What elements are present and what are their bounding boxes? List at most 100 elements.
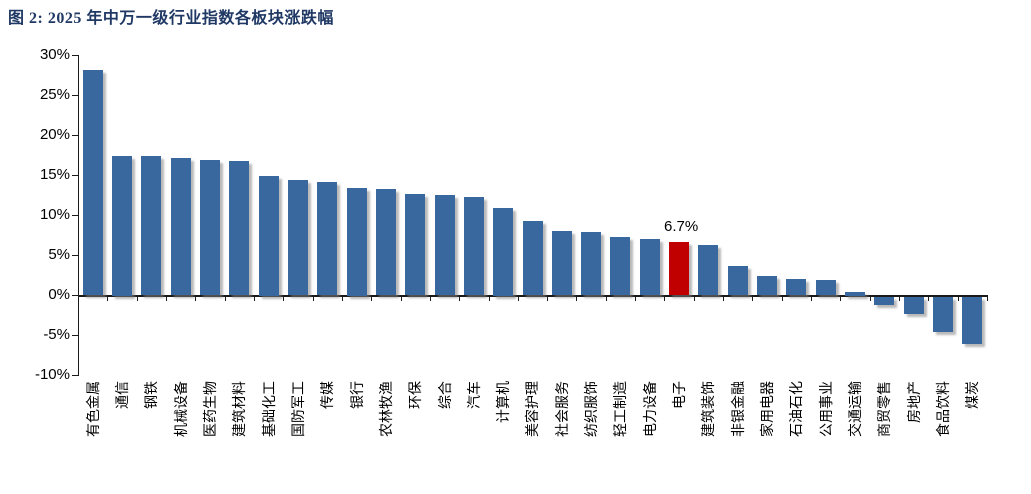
category-label: 通信: [107, 381, 136, 465]
category-label: 农林牧渔: [371, 381, 400, 465]
figure-title: 图 2: 2025 年中万一级行业指数各板块涨跌幅: [8, 10, 334, 27]
category-label-text: 社会服务: [555, 381, 571, 437]
y-tick-label: 15%: [39, 166, 70, 183]
category-label: 房地产: [899, 381, 928, 465]
y-tick: [72, 335, 78, 336]
category-label: 国防军工: [283, 381, 312, 465]
x-tick: [723, 297, 725, 301]
category-label-text: 纺织服饰: [585, 381, 601, 437]
category-label-text: 建筑装饰: [702, 381, 718, 437]
category-label-text: 医药生物: [203, 381, 219, 437]
x-tick: [928, 297, 930, 301]
y-tick: [72, 175, 78, 176]
category-label-text: 非银金融: [731, 381, 747, 437]
x-tick: [429, 297, 431, 301]
bar: [405, 193, 426, 296]
category-label-text: 机械设备: [174, 381, 190, 437]
bar: [493, 207, 514, 296]
category-label-text: 传媒: [321, 381, 337, 409]
bar: [434, 194, 455, 296]
bar: [463, 197, 484, 296]
category-label: 建筑材料: [225, 381, 254, 465]
category-label: 电力设备: [635, 381, 664, 465]
category-label-text: 房地产: [907, 381, 923, 423]
category-label-text: 建筑材料: [233, 381, 249, 437]
y-tick: [72, 295, 78, 296]
category-label-text: 交通运输: [849, 381, 865, 437]
x-tick: [107, 297, 109, 301]
y-tick: [72, 375, 78, 376]
category-label: 非银金融: [723, 381, 752, 465]
highlight-data-label: 6.7%: [664, 217, 699, 235]
category-label-text: 石油石化: [790, 381, 806, 437]
category-label: 环保: [401, 381, 430, 465]
bar: [522, 221, 543, 296]
bar: [933, 297, 954, 333]
y-tick-label: -10%: [34, 366, 70, 383]
y-tick: [72, 215, 78, 216]
category-label: 家用电器: [752, 381, 781, 465]
bar: [346, 187, 367, 296]
x-axis-line: [78, 295, 988, 297]
category-label-text: 有色金属: [86, 381, 102, 437]
x-tick: [811, 297, 813, 301]
x-tick: [635, 297, 637, 301]
category-label: 银行: [342, 381, 371, 465]
category-label-text: 钢铁: [145, 381, 161, 409]
category-label-text: 电子: [673, 381, 689, 409]
category-label-text: 美容护理: [526, 381, 542, 437]
category-label-text: 基础化工: [262, 381, 278, 437]
x-tick: [899, 297, 901, 301]
bar: [962, 297, 983, 345]
category-label: 基础化工: [254, 381, 283, 465]
bar: [82, 69, 103, 296]
category-label: 轻工制造: [606, 381, 635, 465]
y-tick-label: 25%: [39, 86, 70, 103]
category-label-text: 公用事业: [819, 381, 835, 437]
category-label: 钢铁: [137, 381, 166, 465]
category-label: 有色金属: [78, 381, 107, 465]
bar: [141, 156, 162, 296]
bar: [170, 157, 191, 296]
bar: [199, 160, 220, 296]
category-label: 社会服务: [547, 381, 576, 465]
x-tick: [78, 297, 79, 301]
bar: [317, 181, 338, 296]
category-label-text: 汽车: [467, 381, 483, 409]
x-tick: [488, 297, 490, 301]
category-label-text: 农林牧渔: [379, 381, 395, 437]
y-tick: [72, 135, 78, 136]
x-tick: [664, 297, 666, 301]
x-tick: [869, 297, 871, 301]
bar: [786, 278, 807, 296]
bar: [229, 161, 250, 296]
category-label-text: 家用电器: [761, 381, 777, 437]
category-label: 食品饮料: [928, 381, 957, 465]
y-tick-label: 5%: [48, 246, 70, 263]
x-tick: [517, 297, 519, 301]
x-tick: [605, 297, 607, 301]
x-tick: [547, 297, 549, 301]
y-tick: [72, 55, 78, 56]
bar-highlight: [669, 241, 690, 296]
category-label: 石油石化: [782, 381, 811, 465]
y-tick-label: 0%: [48, 286, 70, 303]
category-label: 机械设备: [166, 381, 195, 465]
x-tick: [224, 297, 226, 301]
x-tick: [459, 297, 461, 301]
x-tick: [752, 297, 754, 301]
category-label-text: 银行: [350, 381, 366, 409]
y-tick-label: 30%: [39, 46, 70, 63]
category-label-text: 环保: [409, 381, 425, 409]
category-label: 公用事业: [811, 381, 840, 465]
bar: [111, 155, 132, 296]
x-tick: [283, 297, 285, 301]
bar: [551, 230, 572, 296]
category-label-text: 电力设备: [643, 381, 659, 437]
category-label-text: 计算机: [497, 381, 513, 423]
x-tick: [371, 297, 373, 301]
category-label: 电子: [664, 381, 693, 465]
category-label: 交通运输: [840, 381, 869, 465]
